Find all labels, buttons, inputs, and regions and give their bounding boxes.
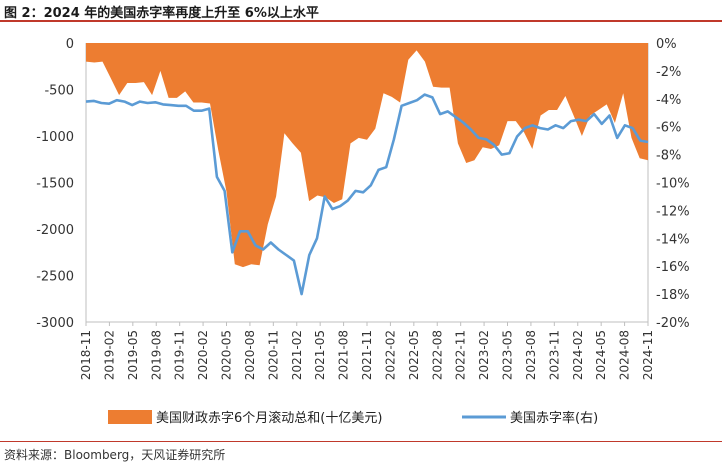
x-tick-label: 2019-08: [149, 330, 163, 380]
right-tick-label: -18%: [656, 288, 690, 303]
x-tick-label: 2021-11: [360, 330, 374, 380]
left-tick-label: -1500: [36, 177, 74, 192]
x-tick-label: 2023-02: [477, 330, 491, 380]
x-tick-label: 2023-08: [524, 330, 538, 380]
legend: 美国财政赤字6个月滚动总和(十亿美元) 美国赤字率(右): [108, 410, 598, 426]
line-series: [85, 93, 649, 296]
x-tick-label: 2024-02: [571, 330, 585, 380]
source-note: 资料来源：Bloomberg，天风证券研究所: [4, 448, 226, 462]
x-tick-label: 2024-11: [641, 330, 655, 380]
x-tick-label: 2019-02: [102, 330, 116, 380]
left-tick-label: -3000: [36, 316, 74, 331]
left-tick-label: 0: [66, 37, 74, 52]
x-tick-label: 2021-08: [337, 330, 351, 380]
right-tick-label: 0%: [656, 37, 677, 52]
left-tick-label: -2000: [36, 223, 74, 238]
title-rule: [0, 20, 722, 22]
right-tick-label: -2%: [656, 65, 681, 80]
bar-area-series: [86, 43, 648, 268]
right-tick-label: -14%: [656, 232, 690, 247]
x-tick-label: 2020-11: [266, 330, 280, 380]
x-tick-label: 2019-05: [126, 330, 140, 380]
chart-title: 图 2：2024 年的美国赤字率再度上升至 6%以上水平: [4, 6, 319, 21]
right-tick-label: -4%: [656, 93, 681, 108]
left-axis-ticks: 0 -500 -1000 -1500 -2000 -2500 -3000: [36, 37, 74, 331]
source-rule: [0, 441, 722, 442]
x-tick-label: 2023-11: [547, 330, 561, 380]
x-tick-label: 2024-08: [618, 330, 632, 380]
left-tick-label: -1000: [36, 130, 74, 145]
chart: 0 -500 -1000 -1500 -2000 -2500 -3000 0% -2% -4% -…: [36, 37, 690, 426]
x-tick-label: 2019-11: [173, 330, 187, 380]
x-tick-label: 2022-02: [383, 330, 397, 380]
x-tick-label: 2020-08: [243, 330, 257, 380]
right-tick-label: -8%: [656, 149, 681, 164]
right-tick-label: -12%: [656, 204, 690, 219]
right-tick-label: -6%: [656, 121, 681, 136]
left-tick-label: -2500: [36, 270, 74, 285]
legend-label-line: 美国赤字率(右): [510, 410, 598, 426]
x-tick-label: 2021-02: [290, 330, 304, 380]
x-tick-label: 2022-11: [454, 330, 468, 380]
right-axis-ticks: 0% -2% -4% -6% -8% -10% -12% -14% -16% -18% -20%: [656, 37, 690, 331]
x-tick-label: 2024-05: [594, 330, 608, 380]
right-tick-label: -16%: [656, 260, 690, 275]
x-axis-ticks: 2018-11 2019-02 2019-05 2019-08 2019-11 2020-…: [79, 322, 655, 380]
right-tick-label: -20%: [656, 316, 690, 331]
deficit-area: [86, 43, 648, 268]
x-tick-label: 2020-05: [220, 330, 234, 380]
x-tick-label: 2022-05: [407, 330, 421, 380]
x-tick-label: 2018-11: [79, 330, 93, 380]
right-tick-label: -10%: [656, 177, 690, 192]
x-tick-label: 2020-02: [196, 330, 210, 380]
x-tick-label: 2023-05: [501, 330, 515, 380]
deficit-ratio-line: [85, 93, 649, 296]
legend-swatch-bar: [108, 410, 152, 424]
x-tick-label: 2022-08: [430, 330, 444, 380]
left-tick-label: -500: [44, 84, 74, 99]
legend-label-bar: 美国财政赤字6个月滚动总和(十亿美元): [156, 410, 382, 426]
x-tick-label: 2021-05: [313, 330, 327, 380]
